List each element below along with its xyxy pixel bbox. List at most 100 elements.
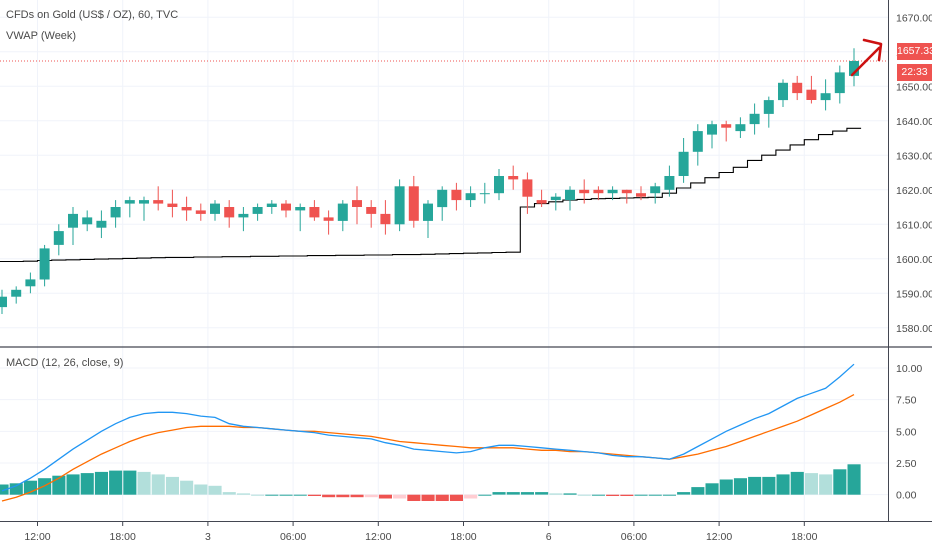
candle-body: [834, 72, 845, 94]
macd-histogram-bar: [620, 494, 634, 496]
macd-histogram-bar: [549, 493, 563, 495]
candle-body: [210, 203, 220, 214]
candle-body: [167, 203, 178, 207]
macd-legend[interactable]: MACD (12, 26, close, 9): [6, 357, 124, 369]
candle-body: [778, 82, 788, 101]
candle-body: [39, 248, 50, 280]
macd-histogram-bar: [577, 494, 591, 496]
macd-histogram-bar: [833, 469, 847, 495]
macd-histogram-bar: [407, 494, 421, 501]
candle-body: [0, 296, 7, 308]
macd-axis-label: 7.50: [896, 395, 917, 407]
vwap-line: [0, 127, 862, 263]
time-axis-label: 18:00: [110, 531, 136, 543]
signal-line: [1, 394, 855, 502]
macd-histogram-bar: [790, 471, 804, 495]
candle-body: [281, 203, 291, 211]
candle-body: [721, 124, 732, 128]
macd-histogram-bar: [535, 492, 549, 495]
macd-histogram-bar: [393, 494, 407, 499]
price-axis-label: 1640.00: [896, 116, 932, 128]
candle-body: [423, 203, 433, 221]
macd-histogram-bar: [492, 492, 506, 495]
candle-body: [664, 176, 675, 190]
candle-body: [153, 200, 164, 204]
annotation-arrow-shaft: [850, 46, 881, 77]
candle-body: [366, 207, 377, 214]
last-price-tag: 1657.33: [897, 43, 932, 60]
macd-axis-label: 2.50: [896, 458, 917, 470]
candle-body: [139, 200, 149, 204]
candle-body: [408, 186, 419, 221]
price-axis-label: 1580.00: [896, 323, 932, 335]
macd-histogram-bar: [762, 476, 776, 495]
candle-body: [820, 93, 831, 101]
macd-histogram-bar: [123, 470, 137, 495]
macd-histogram-bar: [776, 474, 790, 495]
candle-body: [735, 124, 746, 132]
time-axis-label: 12:00: [365, 531, 391, 543]
macd-histogram-bar: [378, 494, 392, 499]
candle-body: [337, 203, 348, 221]
candle-body: [96, 220, 107, 228]
macd-histogram-bar: [208, 485, 222, 495]
macd-histogram-bar: [9, 483, 23, 495]
candle-body: [323, 217, 334, 221]
macd-histogram-bar: [165, 476, 179, 495]
macd-histogram-bar: [222, 492, 236, 495]
time-axis-label: 12:00: [24, 531, 50, 543]
candle-body: [266, 203, 277, 207]
candle-body: [181, 207, 192, 211]
macd-histogram-bar: [748, 476, 762, 495]
macd-histogram-bar: [80, 473, 94, 495]
candle-body: [352, 200, 362, 207]
candle-body: [110, 207, 121, 218]
macd-histogram-bar: [236, 493, 250, 495]
candle-body: [508, 176, 519, 180]
macd-histogram-bar: [336, 494, 350, 498]
time-axis-label: 3: [205, 531, 211, 543]
macd-histogram-bar: [804, 473, 818, 495]
macd-histogram-bar: [421, 494, 435, 501]
candle-body: [749, 113, 760, 125]
candle-body: [607, 189, 618, 194]
time-axis-label: 06:00: [621, 531, 647, 543]
macd-histogram-bar: [606, 494, 620, 496]
candle-body: [380, 213, 391, 225]
macd-histogram-bar: [648, 494, 662, 496]
price-axis-label: 1600.00: [896, 254, 932, 266]
candle-body: [465, 193, 476, 201]
symbol-title[interactable]: CFDs on Gold (US$ / OZ), 60, TVC: [6, 9, 179, 21]
candle-body: [593, 189, 604, 194]
macd-histogram-bar: [151, 474, 165, 495]
macd-histogram-bar: [719, 479, 733, 495]
macd-histogram-bar: [677, 492, 691, 495]
candle-body: [550, 196, 561, 201]
macd-histogram-bar: [591, 494, 605, 496]
candle-body: [451, 189, 462, 201]
macd-histogram-bar: [464, 494, 478, 499]
candle-body: [494, 176, 504, 194]
macd-histogram-bar: [94, 471, 108, 495]
candle-body: [238, 213, 249, 218]
time-axis-label: 06:00: [280, 531, 306, 543]
candle-body: [437, 189, 448, 208]
macd-histogram-bar: [520, 492, 534, 495]
macd-histogram-bar: [435, 494, 449, 501]
macd-histogram-bar: [137, 471, 151, 495]
macd-histogram-bar: [563, 493, 577, 495]
macd-histogram-bar: [506, 492, 520, 495]
candle-body: [806, 89, 817, 100]
candle-body: [394, 186, 405, 225]
candle-body: [309, 207, 320, 218]
macd-histogram-bar: [307, 494, 321, 496]
macd-histogram-bar: [478, 494, 492, 496]
macd-line: [1, 363, 855, 492]
candle-body: [479, 193, 490, 195]
candle-body: [522, 179, 533, 197]
candle-body: [678, 151, 689, 176]
vwap-legend[interactable]: VWAP (Week): [6, 30, 77, 42]
macd-histogram-bar: [662, 494, 676, 496]
macd-histogram-bar: [180, 480, 194, 495]
